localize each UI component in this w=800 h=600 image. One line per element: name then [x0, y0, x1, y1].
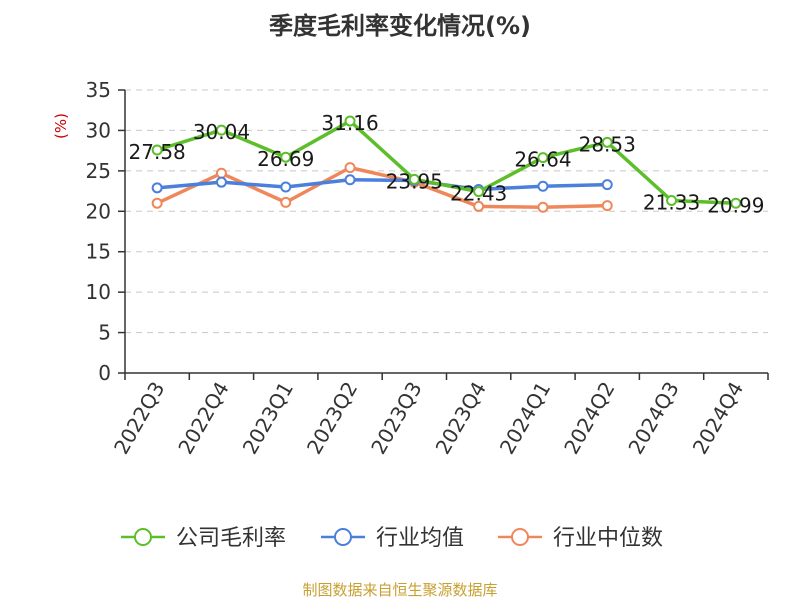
data-point: [601, 179, 613, 191]
data-label: 28.53: [579, 132, 636, 156]
x-tick-label: 2023Q2: [302, 378, 362, 459]
data-point: [344, 162, 356, 174]
x-tick-label: 2022Q3: [109, 378, 169, 459]
series-layer: [151, 115, 742, 213]
y-tick-label: 5: [98, 321, 111, 345]
data-point: [280, 196, 292, 208]
data-point: [151, 144, 163, 156]
y-tick-label: 30: [86, 118, 111, 142]
series-line: [156, 165, 608, 209]
x-tick-label: 2023Q1: [238, 378, 298, 459]
legend-marker: [511, 528, 529, 546]
data-point: [215, 167, 227, 179]
legend-label: 公司毛利率: [176, 526, 286, 551]
data-label: 22.43: [450, 182, 507, 206]
data-point: [344, 174, 356, 186]
data-source-note: 制图数据来自恒生聚源数据库: [302, 581, 497, 599]
y-tick-label: 0: [98, 361, 111, 385]
data-labels: 27.58 30.04 26.69 31.16 23.95 22.43 26.64 28.53…: [129, 111, 765, 217]
data-point: [151, 197, 163, 209]
data-point: [215, 176, 227, 188]
legend-item[interactable]: 公司毛利率: [121, 526, 286, 551]
data-point: [408, 173, 420, 185]
x-tick-label: 2024Q2: [559, 378, 619, 459]
x-tick-label: 2023Q4: [431, 378, 491, 459]
y-tick-label: 35: [86, 78, 111, 102]
data-label: 20.99: [707, 193, 764, 217]
data-point: [537, 180, 549, 192]
legend-label: 行业中位数: [553, 526, 663, 551]
x-tick-label: 2024Q4: [688, 378, 748, 459]
legend-label: 行业均值: [376, 526, 464, 551]
data-label: 31.16: [321, 111, 378, 135]
series-line: [156, 178, 608, 192]
data-point: [537, 152, 549, 164]
data-point: [280, 151, 292, 163]
data-point: [280, 181, 292, 193]
y-tick-label: 25: [86, 159, 111, 183]
data-label: 23.95: [386, 169, 443, 193]
y-tick-label: 15: [86, 240, 111, 264]
series-line: [156, 119, 736, 206]
data-point: [601, 200, 613, 212]
legend-marker: [134, 528, 152, 546]
y-tick-label: 10: [86, 280, 111, 304]
data-point: [601, 136, 613, 148]
y-tick-label: 20: [86, 199, 111, 223]
legend: 公司毛利率 行业均值 行业中位数: [121, 526, 663, 551]
x-tick-label: 2024Q1: [495, 378, 555, 459]
y-axis-label: (%): [52, 113, 70, 139]
gridlines: [125, 89, 768, 334]
data-point: [473, 186, 485, 198]
chart-title: 季度毛利率变化情况(%): [269, 12, 531, 40]
x-tick-label: 2024Q3: [623, 378, 683, 459]
data-point: [730, 197, 742, 209]
data-point: [344, 115, 356, 127]
data-label: 30.04: [193, 120, 250, 144]
legend-marker: [334, 528, 352, 546]
legend-item[interactable]: 行业中位数: [498, 526, 663, 551]
x-tick-label: 2023Q3: [366, 378, 426, 459]
legend-item[interactable]: 行业均值: [321, 526, 464, 551]
data-point: [537, 201, 549, 213]
data-label: 21.33: [643, 191, 700, 215]
data-point: [666, 195, 678, 207]
data-label: 26.69: [257, 147, 314, 171]
x-tick-label: 2022Q4: [173, 378, 233, 459]
data-label: 26.64: [514, 148, 571, 172]
data-point: [151, 182, 163, 194]
data-point: [473, 200, 485, 212]
data-label: 27.58: [129, 140, 186, 164]
data-point: [215, 124, 227, 136]
